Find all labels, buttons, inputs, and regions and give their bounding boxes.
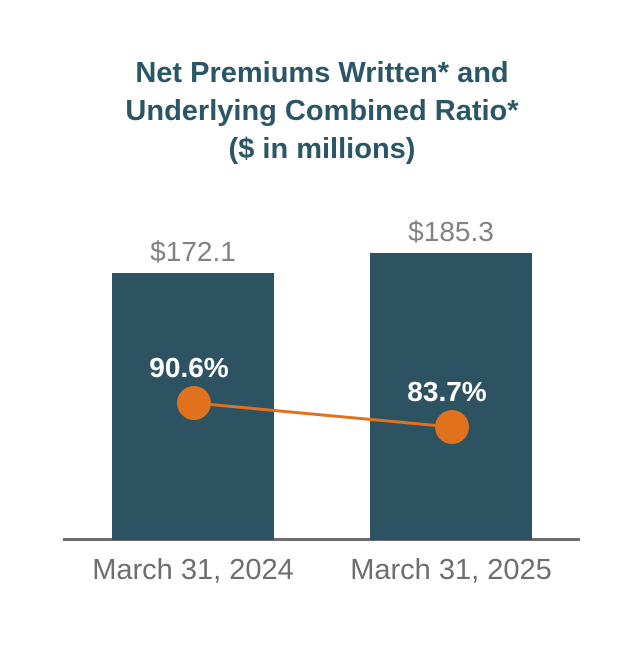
category-label-2: March 31, 2025 [350, 554, 552, 586]
x-axis-line [63, 538, 580, 541]
chart-title: Net Premiums Written* and Underlying Com… [0, 54, 644, 168]
chart-title-line-3: ($ in millions) [228, 133, 416, 165]
bar-value-label-1: $172.1 [150, 236, 236, 267]
bar-2 [370, 253, 532, 540]
ratio-label-2: 83.7% [407, 376, 487, 407]
bar-value-label-2: $185.3 [408, 216, 494, 247]
chart-title-line-2: Underlying Combined Ratio* [125, 95, 519, 127]
category-label-1: March 31, 2024 [92, 554, 294, 586]
ratio-label-1: 90.6% [149, 352, 229, 383]
chart-title-line-1: Net Premiums Written* and [135, 57, 509, 89]
bar-1 [112, 273, 274, 540]
